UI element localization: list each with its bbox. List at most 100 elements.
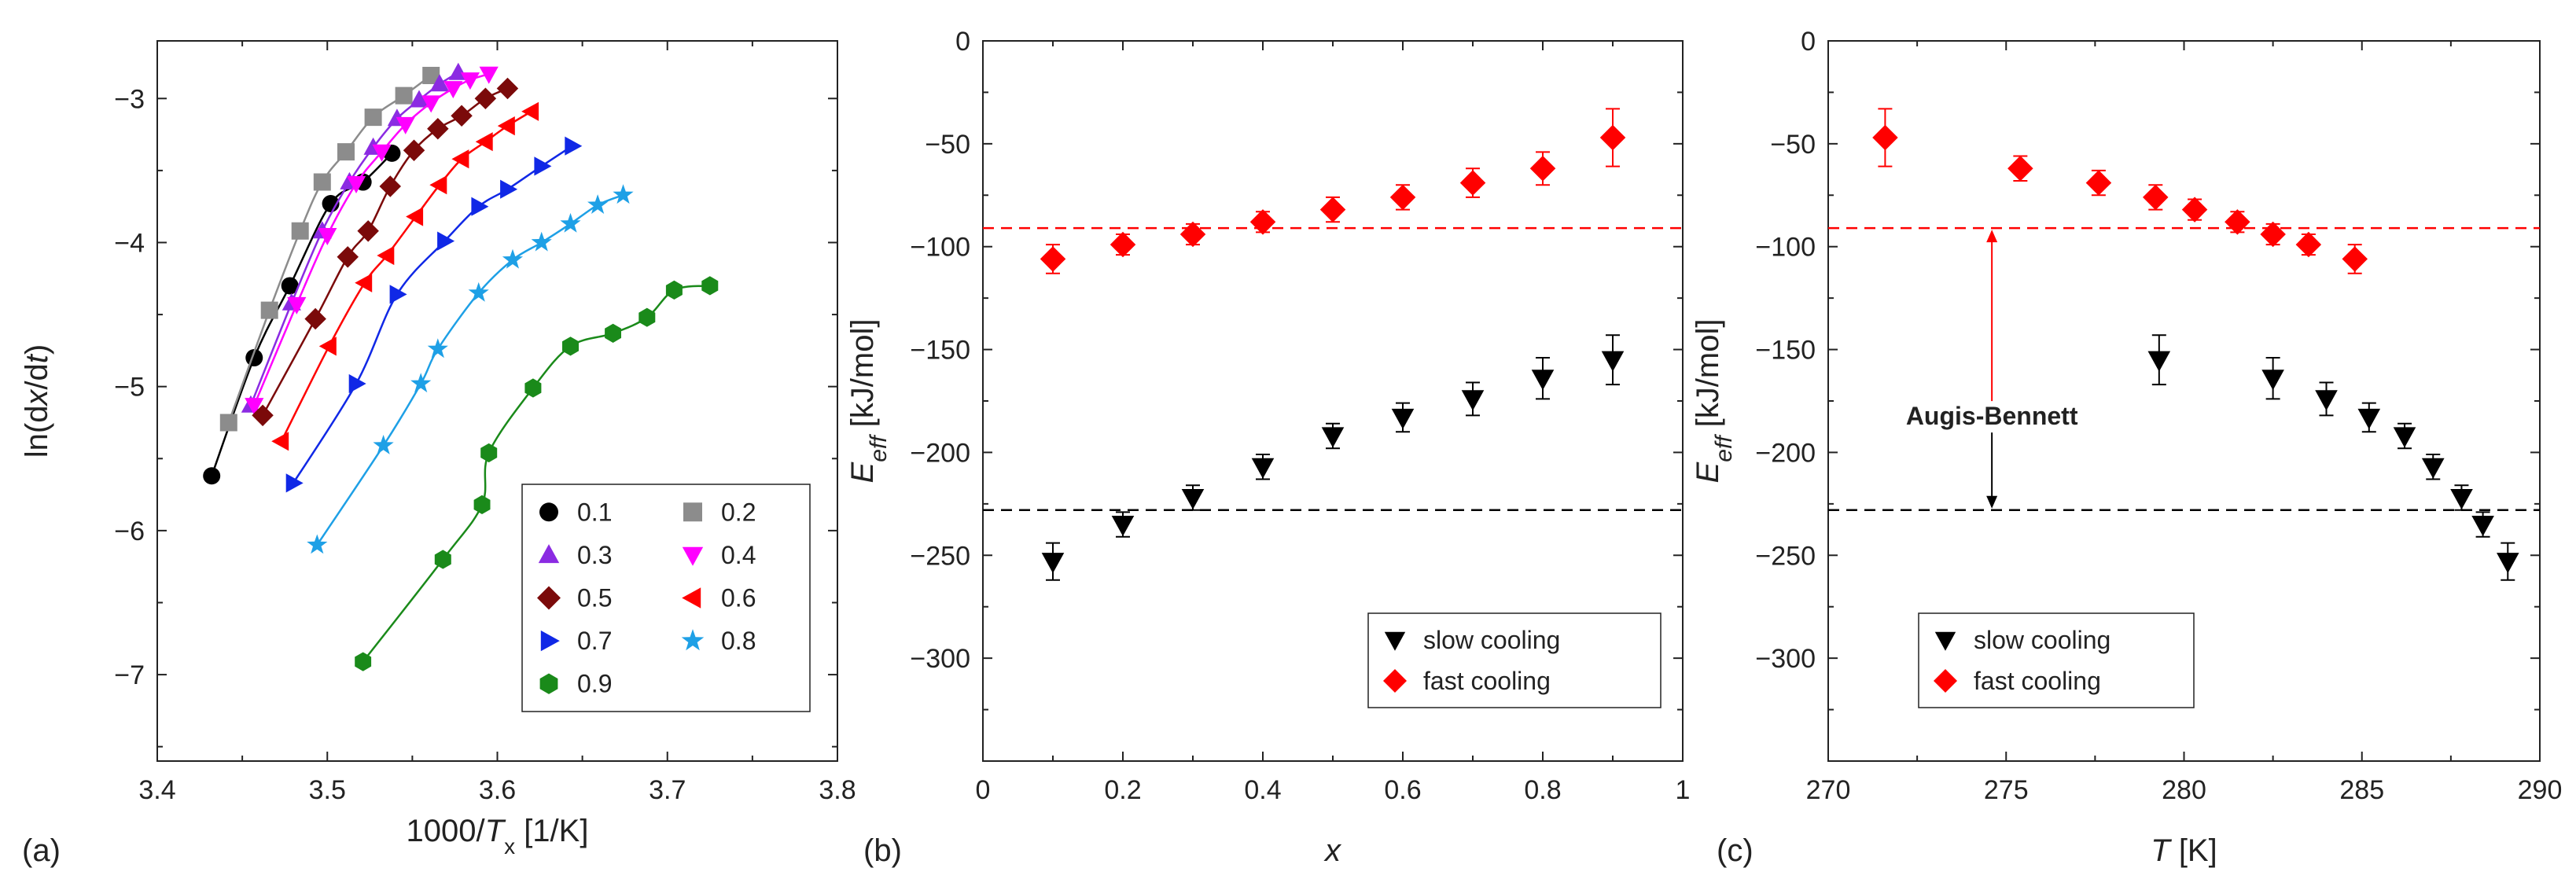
data-point bbox=[307, 534, 328, 554]
data-point bbox=[474, 87, 497, 109]
data-point bbox=[1040, 246, 1066, 272]
y-tick-label: −100 bbox=[910, 233, 970, 263]
data-point bbox=[219, 414, 237, 432]
data-point bbox=[1251, 458, 1275, 479]
x-tick-label: 3.4 bbox=[138, 775, 175, 805]
x-tick-label: 3.7 bbox=[649, 775, 686, 805]
data-point bbox=[1111, 516, 1135, 536]
data-point bbox=[406, 207, 424, 226]
panel-b: 0 0.2 0.4 0.6 0.8 1 0 −50 −100 −150 −200 −250 −300 x E… bbox=[845, 27, 1690, 868]
x-tick-label: 1 bbox=[1676, 775, 1691, 805]
y-tick-label: −250 bbox=[910, 541, 970, 571]
data-point bbox=[372, 144, 392, 162]
data-point bbox=[451, 149, 469, 169]
data-point bbox=[377, 245, 395, 266]
data-point bbox=[410, 373, 432, 393]
data-point bbox=[475, 132, 493, 152]
data-point bbox=[422, 67, 440, 84]
x-axis-title: x bbox=[1323, 833, 1342, 868]
legend-marker bbox=[539, 673, 558, 694]
y-tick-label: −6 bbox=[114, 517, 145, 546]
legend-marker bbox=[1934, 669, 1957, 693]
data-point bbox=[2147, 351, 2171, 372]
legend-box bbox=[521, 484, 811, 712]
data-point bbox=[2497, 553, 2519, 574]
legend-marker bbox=[683, 502, 702, 522]
data-point bbox=[434, 550, 451, 569]
data-point bbox=[357, 220, 379, 242]
annotation-label: Augis-Bennett bbox=[1906, 402, 2078, 430]
data-point bbox=[1459, 170, 1486, 196]
data-point bbox=[2181, 197, 2208, 222]
data-point bbox=[285, 473, 304, 493]
legend-marker bbox=[539, 502, 558, 522]
legend-marker bbox=[682, 546, 704, 566]
data-point bbox=[355, 652, 372, 671]
data-point bbox=[379, 175, 401, 197]
x-tick-label: 285 bbox=[2339, 775, 2384, 805]
data-point bbox=[531, 231, 552, 252]
data-point bbox=[1249, 209, 1276, 235]
data-point bbox=[1179, 221, 1206, 248]
y-tick-label: −100 bbox=[1755, 233, 1816, 263]
x-tick-label: 3.6 bbox=[479, 775, 516, 805]
legend-marker bbox=[1383, 669, 1407, 693]
panel-label: (a) bbox=[22, 833, 61, 868]
data-point bbox=[613, 184, 634, 204]
series-0-4 bbox=[245, 66, 499, 416]
data-point bbox=[429, 175, 447, 195]
data-point bbox=[497, 116, 515, 136]
legend-marker bbox=[682, 587, 701, 609]
data-point bbox=[2315, 390, 2338, 411]
data-point bbox=[337, 143, 355, 161]
data-point bbox=[364, 108, 382, 127]
x-tick-label: 0.8 bbox=[1524, 775, 1561, 805]
y-tick-label: 0 bbox=[955, 27, 970, 57]
legend-label: 0.4 bbox=[721, 541, 756, 569]
x-tick-label: 3.8 bbox=[819, 775, 856, 805]
x-axis-title: 1000/Tx [1/K] bbox=[407, 814, 589, 859]
data-point bbox=[587, 194, 609, 214]
legend-label: 0.8 bbox=[721, 627, 756, 655]
data-point bbox=[496, 77, 519, 100]
data-point bbox=[281, 277, 299, 295]
data-point bbox=[304, 307, 326, 330]
legend-marker bbox=[1384, 631, 1406, 651]
legend-marker bbox=[537, 586, 561, 610]
data-point bbox=[2143, 184, 2169, 211]
data-point bbox=[427, 118, 449, 140]
data-point bbox=[2261, 370, 2284, 391]
data-point bbox=[1319, 197, 1346, 222]
data-point bbox=[665, 280, 683, 300]
legend-label: 0.6 bbox=[721, 584, 756, 612]
data-point bbox=[252, 404, 274, 427]
legend-label: 0.9 bbox=[577, 670, 612, 698]
data-point bbox=[427, 338, 448, 359]
panel-label: (b) bbox=[863, 833, 902, 868]
x-tick-label: 3.5 bbox=[309, 775, 346, 805]
data-point bbox=[291, 222, 309, 240]
data-point bbox=[521, 101, 539, 121]
data-point bbox=[638, 307, 656, 327]
data-point bbox=[2260, 221, 2286, 248]
data-point bbox=[502, 248, 523, 269]
series-slow-cooling bbox=[2147, 334, 2519, 581]
series-fast-cooling bbox=[1040, 108, 1626, 274]
x-tick-label: 280 bbox=[2162, 775, 2206, 805]
series-0-1 bbox=[203, 144, 401, 485]
legend-label: slow cooling bbox=[1423, 626, 1560, 654]
data-point bbox=[271, 432, 289, 451]
data-point bbox=[451, 105, 473, 127]
data-point bbox=[2421, 458, 2445, 479]
data-point bbox=[480, 443, 498, 463]
series-slow-cooling bbox=[1041, 334, 1625, 581]
data-point bbox=[409, 90, 429, 108]
data-point bbox=[2085, 170, 2112, 196]
data-point bbox=[534, 156, 552, 176]
data-point bbox=[318, 228, 337, 245]
legend-box bbox=[1918, 612, 2195, 708]
y-tick-label: −150 bbox=[1755, 336, 1816, 366]
data-point bbox=[2450, 489, 2473, 509]
data-point bbox=[396, 116, 415, 134]
